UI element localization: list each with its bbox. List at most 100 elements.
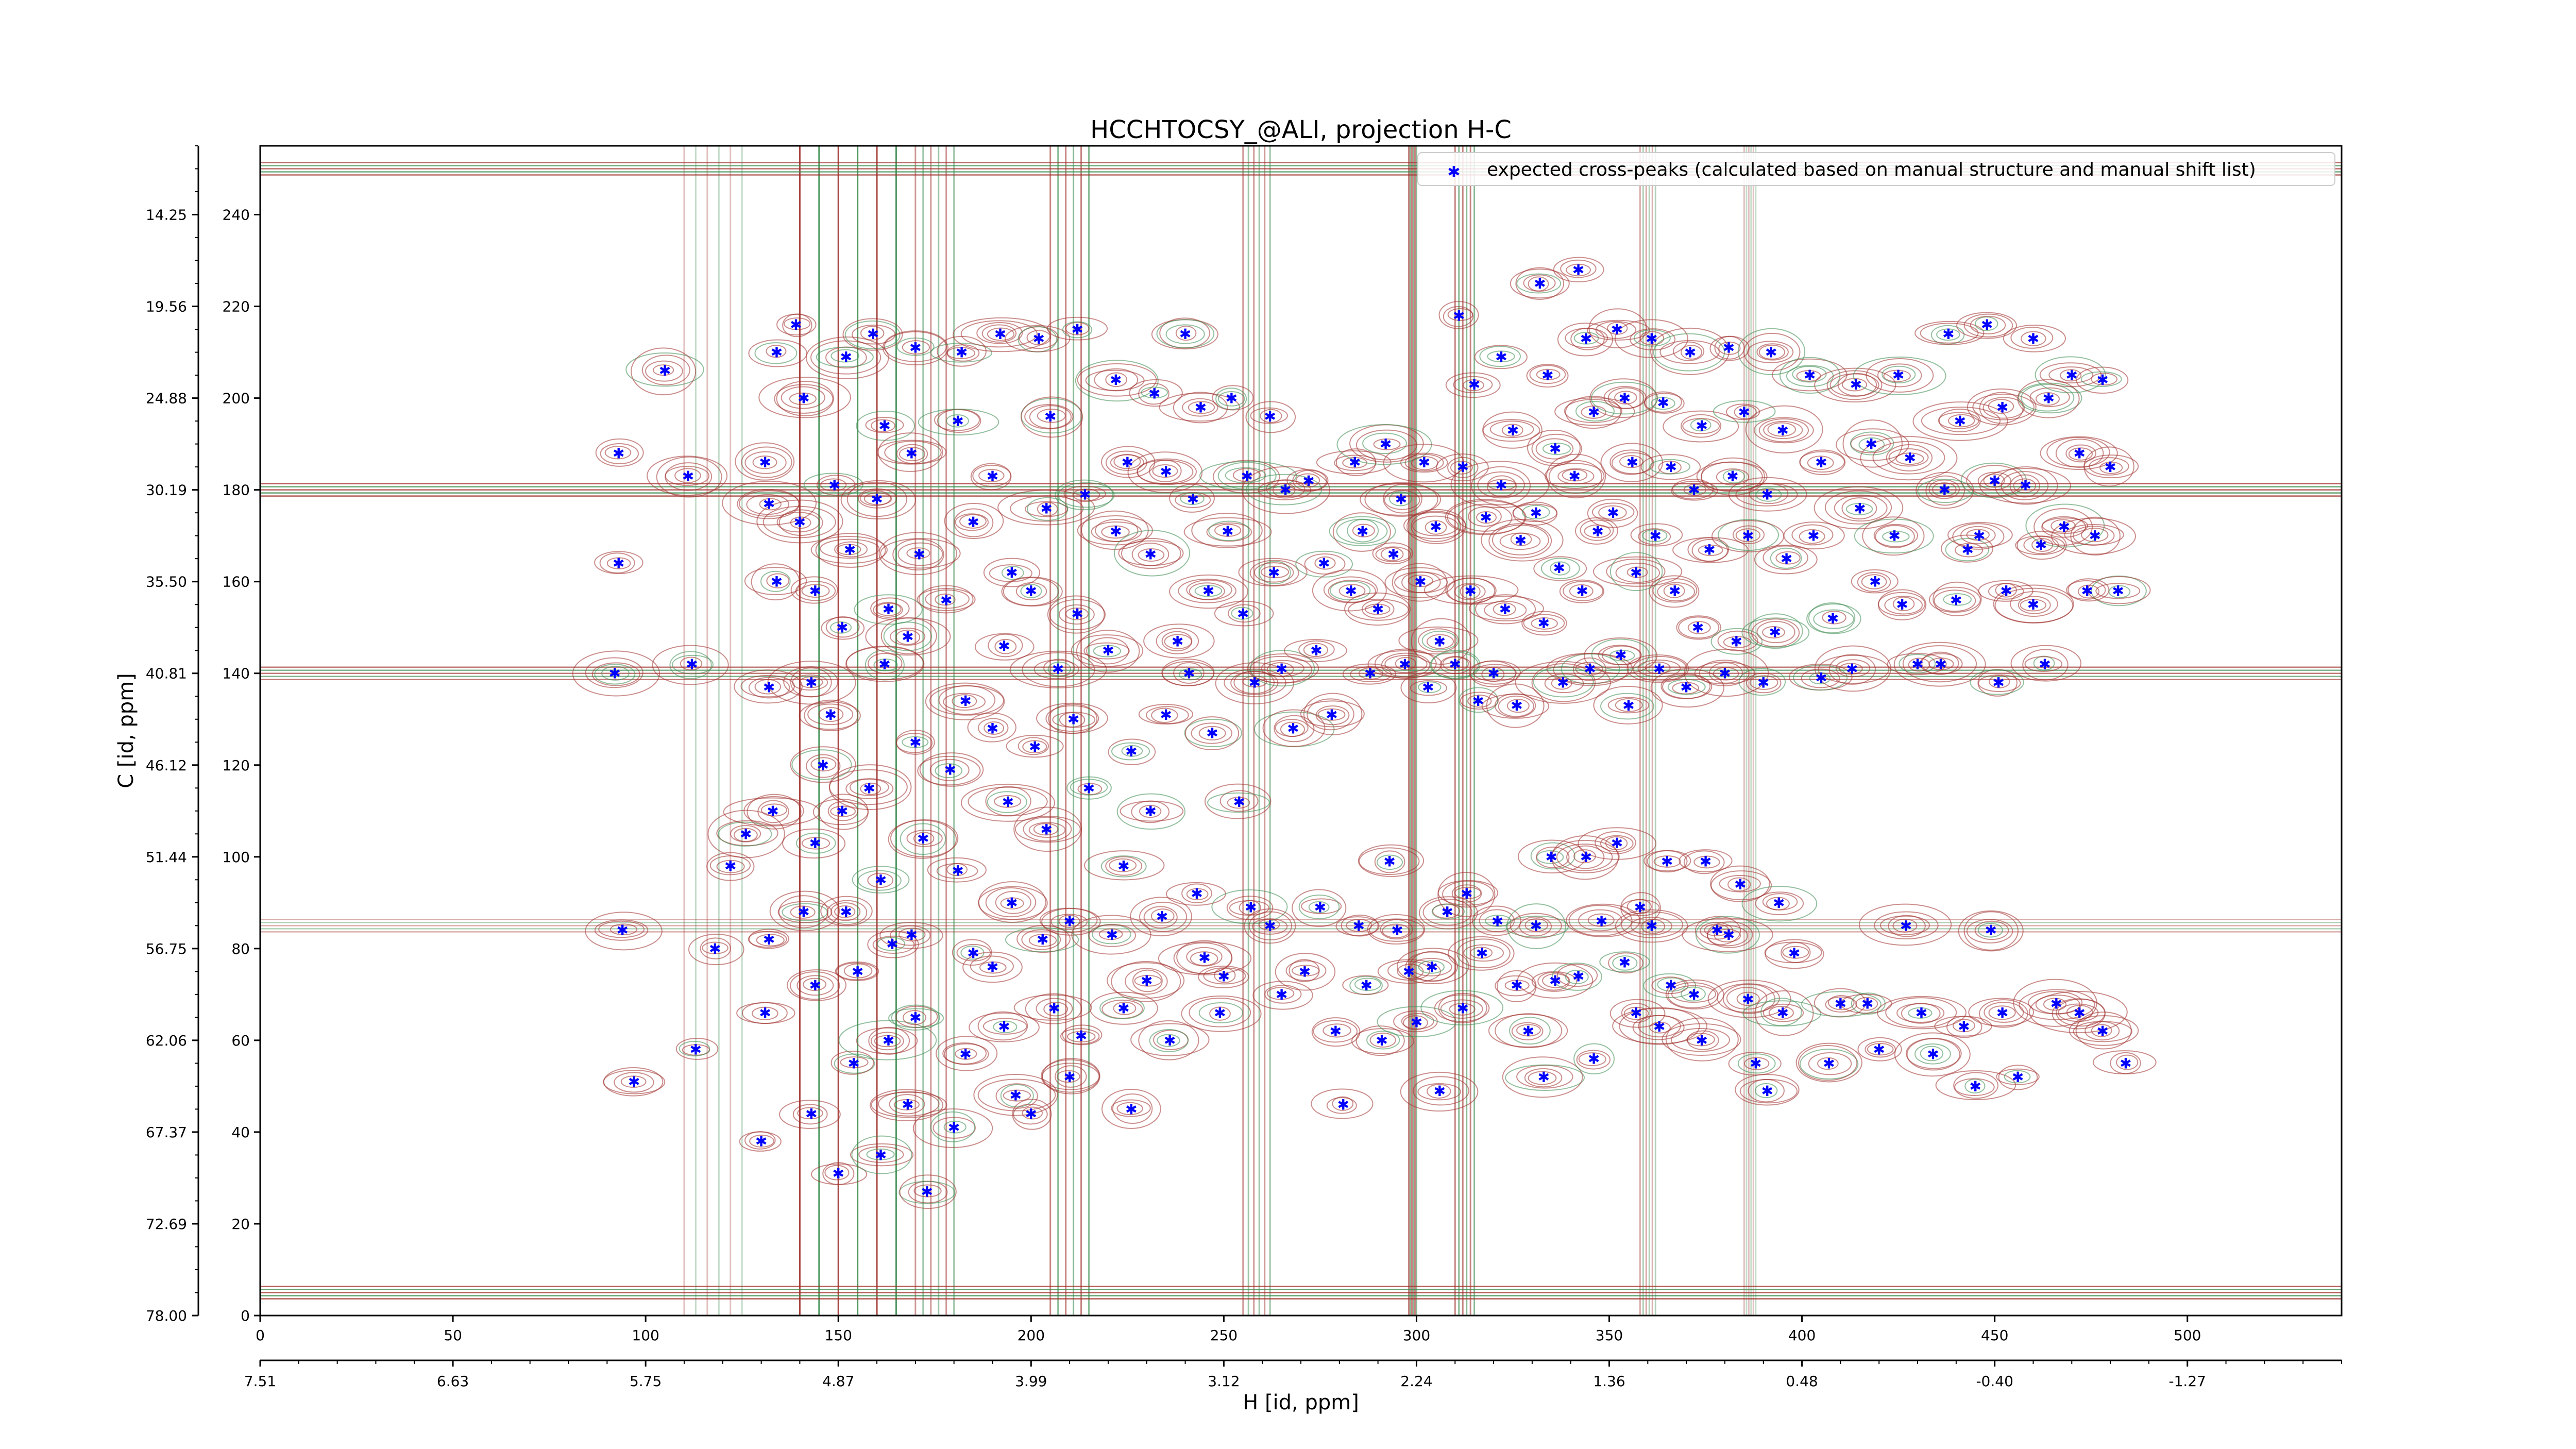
contour-ring [868, 1026, 910, 1055]
contour-ring [1808, 1052, 1852, 1075]
contour-ring [1098, 928, 1123, 940]
contour-ring [844, 320, 901, 349]
cross-peak: ✱ [2104, 459, 2116, 476]
contour-ring [860, 782, 882, 795]
contour-ring [1653, 333, 1725, 372]
contour-ring [2003, 324, 2066, 352]
contour-ring [1694, 661, 1755, 685]
contour-ring [1615, 698, 1643, 712]
contour-ring [1563, 581, 1604, 601]
contour-ring [1323, 1023, 1351, 1038]
contour-ring [1896, 1003, 1945, 1023]
contour-ring [1406, 509, 1467, 544]
contour-ring [1152, 464, 1178, 478]
y-index-tick-label: 180 [223, 482, 250, 499]
cross-peak: ✱ [790, 316, 802, 333]
cross-peak: ✱ [913, 546, 925, 563]
contour-ring [756, 499, 843, 544]
cross-peak: ✱ [1696, 1032, 1707, 1049]
contour-ring [1533, 666, 1594, 698]
contour-ring [1813, 609, 1854, 629]
cross-peak: ✱ [628, 1073, 640, 1090]
contour-ring [1501, 424, 1523, 437]
contour-ring [899, 447, 926, 462]
contour-ring [2076, 366, 2129, 394]
contour-ring [1329, 516, 1396, 546]
contour-ring [1369, 918, 1425, 942]
contour-ring [987, 791, 1027, 813]
contour-ring [1159, 393, 1240, 422]
cross-peak: ✱ [1939, 482, 1951, 499]
contour-ring [1842, 419, 1903, 468]
contour-ring [1994, 466, 2058, 505]
contour-ring [1754, 1083, 1778, 1099]
contour-ring [1609, 649, 1635, 662]
cross-peak: ✱ [1302, 473, 1314, 490]
contour-ring [1431, 903, 1465, 920]
contour-ring [1088, 923, 1136, 947]
contour-ring [1513, 501, 1558, 526]
cross-peak: ✱ [613, 555, 624, 572]
contour-ring [973, 1074, 1058, 1116]
contour-ring [1389, 491, 1412, 507]
contour-ring [1150, 908, 1175, 924]
contour-ring [2009, 474, 2040, 498]
cross-peak: ✱ [1869, 574, 1881, 591]
contour-ring [1015, 582, 1047, 601]
contour-ring [781, 386, 825, 409]
cross-peak: ✱ [1403, 963, 1415, 980]
cross-peak: ✱ [1233, 794, 1245, 811]
contour-ring [776, 380, 834, 416]
cross-peak: ✱ [1218, 968, 1230, 985]
contour-ring [1801, 668, 1840, 688]
contour-ring [1300, 700, 1365, 728]
contour-ring [1181, 883, 1212, 904]
contour-ring [1925, 475, 1965, 506]
contour-ring [1875, 525, 1915, 548]
contour-ring [1835, 659, 1871, 678]
cross-peak: ✱ [1472, 693, 1484, 710]
contour-ring [1481, 694, 1550, 719]
cross-peak: ✱ [1268, 564, 1280, 581]
contour-ring [845, 645, 925, 682]
cross-peak: ✱ [852, 963, 863, 980]
contour-ring [895, 730, 935, 755]
contour-ring [1818, 654, 1890, 684]
contour-ring [1100, 855, 1147, 878]
contour-ring [1359, 847, 1420, 875]
contour-ring [1556, 964, 1598, 987]
contour-ring [1693, 855, 1720, 869]
contour-ring [779, 1100, 841, 1129]
cross-peak: ✱ [2112, 582, 2124, 599]
contour-ring [1091, 521, 1142, 543]
contour-ring [1717, 630, 1758, 651]
contour-ring [818, 794, 869, 830]
contour-ring [2070, 516, 2121, 556]
contour-ring [2029, 990, 2128, 1034]
contour-ring [601, 666, 630, 681]
contour-ring [1474, 345, 1528, 369]
cross-peak: ✱ [809, 582, 821, 599]
contour-ring [1682, 418, 1720, 434]
contour-ring [1933, 581, 1982, 617]
cross-peak: ✱ [1757, 675, 1769, 692]
contour-ring [1028, 934, 1057, 947]
contour-ring [1055, 479, 1114, 511]
cross-peak: ✱ [1546, 849, 1557, 866]
contour-ring [804, 699, 858, 732]
contour-ring [1089, 991, 1158, 1025]
contour-ring [1484, 600, 1527, 620]
contour-ring [1528, 1071, 1557, 1085]
cross-peak: ✱ [1750, 1055, 1761, 1072]
cross-peak: ✱ [944, 762, 956, 779]
cross-peak: ✱ [1580, 330, 1592, 347]
cross-peak: ✱ [1276, 986, 1287, 1003]
contour-ring [969, 1012, 1040, 1042]
contour-ring [1611, 452, 1655, 475]
contour-ring [1314, 556, 1336, 570]
contour-ring [1151, 707, 1178, 723]
contour-ring [2048, 366, 2094, 384]
contour-ring [1578, 827, 1657, 860]
contour-ring [810, 757, 837, 772]
contour-ring [1775, 551, 1801, 565]
